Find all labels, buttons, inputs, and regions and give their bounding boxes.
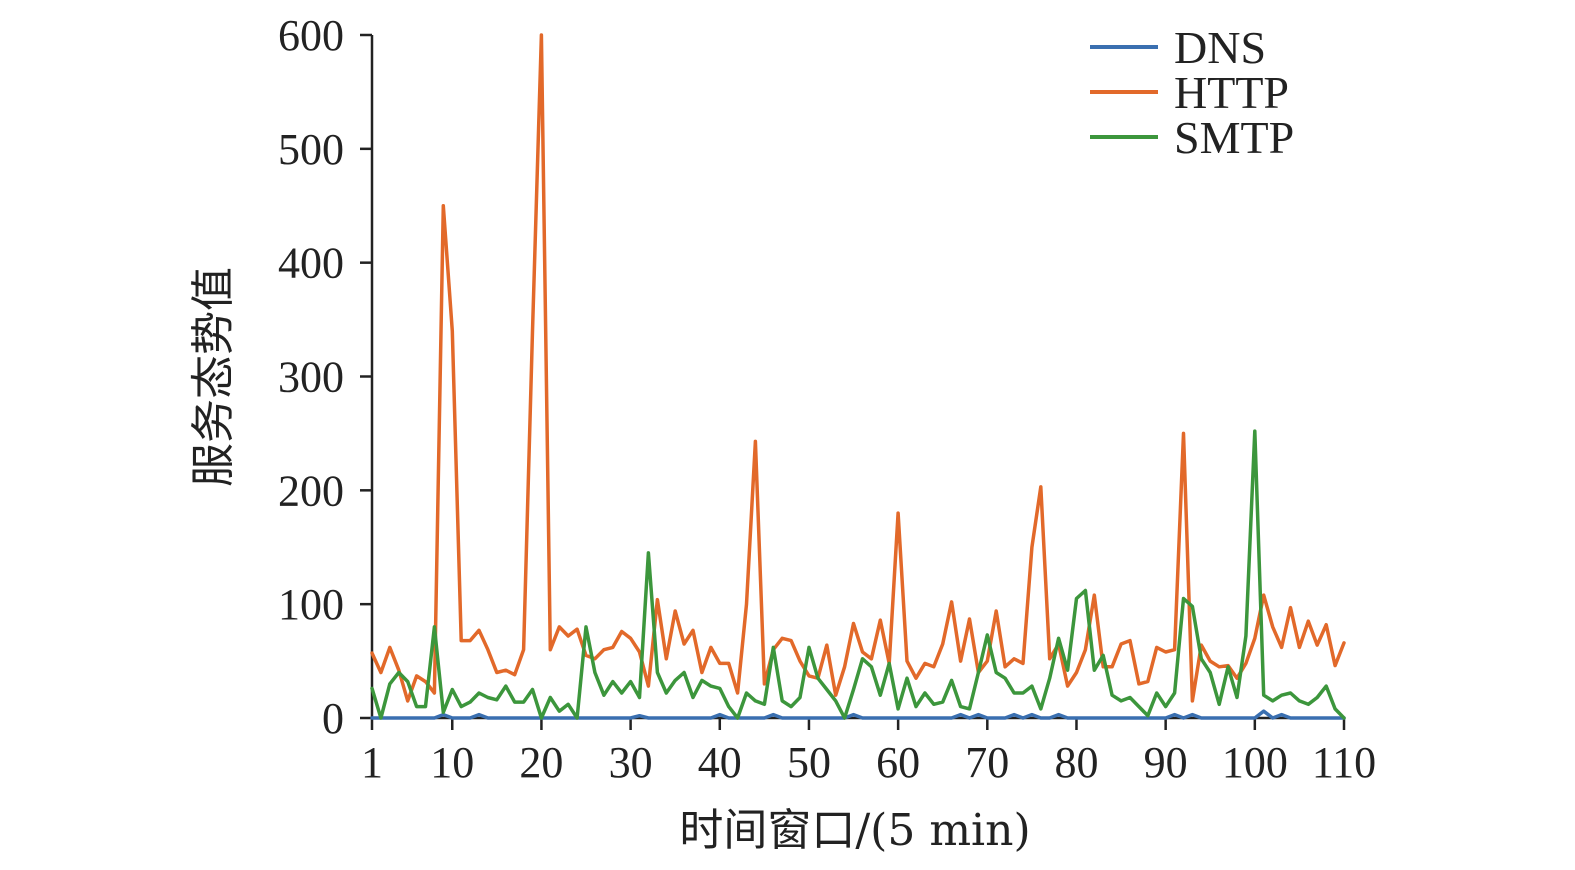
x-tick-label: 110 bbox=[1312, 738, 1376, 787]
x-tick-label: 80 bbox=[1054, 738, 1098, 787]
x-tick-label: 30 bbox=[609, 738, 653, 787]
x-axis-title: 时间窗口/(5 min) bbox=[679, 805, 1030, 856]
legend-label-smtp: SMTP bbox=[1174, 112, 1294, 163]
series-line-http bbox=[370, 33, 1346, 703]
series-lines bbox=[370, 33, 1346, 720]
x-tick-label: 50 bbox=[787, 738, 831, 787]
y-tick-label: 0 bbox=[322, 694, 344, 743]
x-tick-label: 10 bbox=[430, 738, 474, 787]
x-tick-label: 70 bbox=[965, 738, 1009, 787]
x-ticks: 1 10 20 30 40 50 60 70 80 90 100 110 bbox=[361, 718, 1376, 787]
series-line-dns bbox=[370, 709, 1346, 720]
y-ticks: 0 100 200 300 400 500 600 bbox=[278, 11, 372, 743]
y-tick-label: 300 bbox=[278, 353, 344, 402]
series-line-smtp bbox=[370, 429, 1346, 720]
legend-label-dns: DNS bbox=[1174, 22, 1266, 73]
y-tick-label: 600 bbox=[278, 11, 344, 60]
x-tick-label: 100 bbox=[1222, 738, 1288, 787]
axes: 1 10 20 30 40 50 60 70 80 90 100 110 01002003004005… bbox=[278, 11, 1376, 787]
legend-label-http: HTTP bbox=[1174, 67, 1289, 118]
y-tick-label: 100 bbox=[278, 580, 344, 629]
x-tick-label: 60 bbox=[876, 738, 920, 787]
y-tick-label: 500 bbox=[278, 125, 344, 174]
x-tick-label: 1 bbox=[361, 738, 383, 787]
x-tick-label: 20 bbox=[519, 738, 563, 787]
x-tick-label: 90 bbox=[1144, 738, 1188, 787]
y-tick-label: 400 bbox=[278, 239, 344, 288]
x-tick-label: 40 bbox=[698, 738, 742, 787]
y-tick-label: 200 bbox=[278, 466, 344, 515]
y-axis-title: 服务态势值 bbox=[188, 267, 239, 487]
